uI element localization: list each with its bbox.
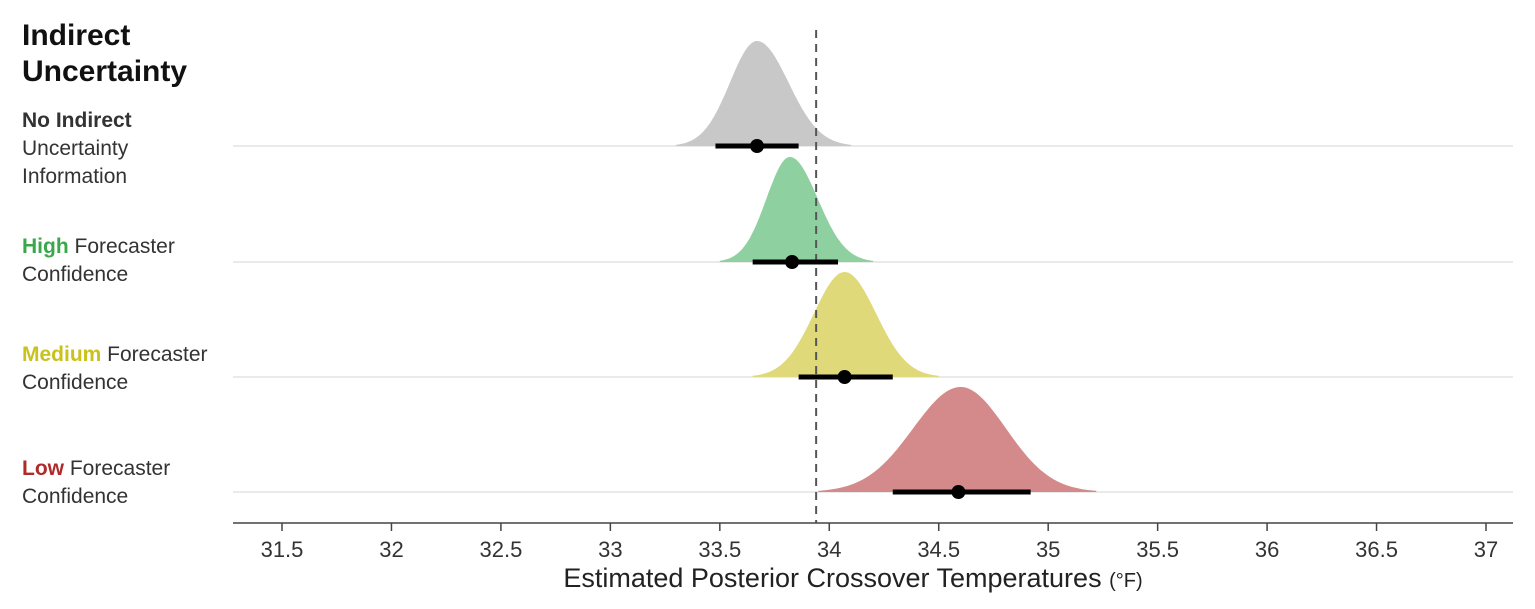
row-label-low: Low Forecaster Confidence bbox=[22, 455, 237, 511]
row-label-line2: Uncertainty bbox=[22, 137, 129, 160]
row-label-emphasis: Low bbox=[22, 457, 64, 480]
row-label-line2: Confidence bbox=[22, 263, 129, 286]
x-axis: 31.5 32 32.5 33 33.5 34 34.5 35 35.5 36 36.5 37 bbox=[233, 522, 1513, 562]
row-label-emphasis: Medium bbox=[22, 343, 102, 366]
x-tick-label: 33 bbox=[598, 537, 622, 562]
x-tick-label: 32 bbox=[379, 537, 403, 562]
x-tick-label: 33.5 bbox=[698, 537, 741, 562]
row-label-high: High Forecaster Confidence bbox=[22, 233, 237, 289]
row-label-line2: Confidence bbox=[22, 371, 129, 394]
mean-point bbox=[785, 255, 800, 269]
x-axis-label: Estimated Posterior Crossover Temperatur… bbox=[563, 563, 1142, 593]
x-tick-label: 34.5 bbox=[917, 537, 960, 562]
x-tick-label: 34 bbox=[817, 537, 841, 562]
density-curve bbox=[719, 157, 874, 262]
row-label-emphasis: No Indirect bbox=[22, 109, 132, 132]
density-curve bbox=[818, 387, 1097, 492]
density-curves bbox=[676, 41, 1097, 492]
x-tick-label: 35 bbox=[1036, 537, 1060, 562]
x-tick-label: 31.5 bbox=[261, 537, 304, 562]
row-label-emphasis: High bbox=[22, 235, 69, 258]
mean-point bbox=[837, 370, 852, 384]
row-label-no-indirect: No Indirect Uncertainty Information bbox=[22, 107, 237, 191]
x-tick-label: 32.5 bbox=[479, 537, 522, 562]
row-label-medium: Medium Forecaster Confidence bbox=[22, 341, 237, 397]
x-tick-label: 37 bbox=[1474, 537, 1498, 562]
interval-bars bbox=[715, 139, 1031, 499]
row-label-line2: Confidence bbox=[22, 485, 129, 508]
x-tick-label: 35.5 bbox=[1136, 537, 1179, 562]
legend-title: Indirect Uncertainty bbox=[22, 19, 188, 88]
mean-point bbox=[750, 139, 765, 153]
density-curve bbox=[752, 272, 939, 377]
x-tick-label: 36.5 bbox=[1355, 537, 1398, 562]
row-label-rest: Forecaster bbox=[64, 457, 171, 480]
row-label-rest: Forecaster bbox=[101, 343, 208, 366]
row-label-line3: Information bbox=[22, 165, 128, 188]
mean-point bbox=[951, 485, 966, 499]
x-tick-label: 36 bbox=[1255, 537, 1279, 562]
density-curve bbox=[676, 41, 852, 146]
row-label-rest: Forecaster bbox=[68, 235, 175, 258]
